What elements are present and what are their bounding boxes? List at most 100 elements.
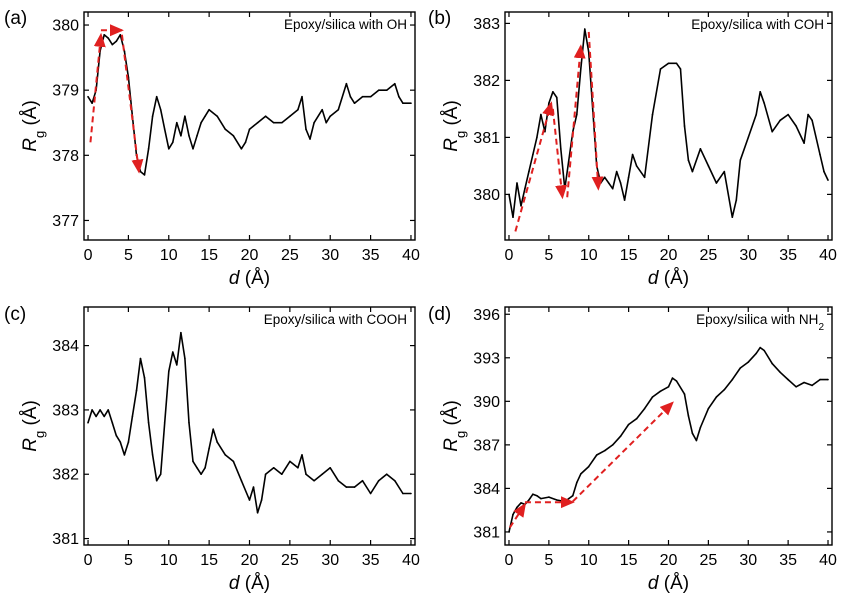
- data-point: [111, 43, 114, 46]
- data-point: [224, 128, 227, 131]
- y-tick-label: 384: [473, 481, 500, 498]
- data-point: [560, 148, 562, 150]
- series-line: [87, 34, 411, 176]
- data-point: [576, 481, 578, 484]
- data-point: [252, 486, 255, 488]
- data-point: [675, 62, 678, 65]
- data-point: [556, 96, 558, 99]
- data-point: [103, 415, 105, 418]
- data-point: [196, 135, 198, 137]
- data-point: [204, 115, 206, 117]
- data-point: [402, 492, 404, 495]
- data-point: [321, 473, 324, 476]
- x-tick-label: 5: [124, 247, 133, 264]
- data-point: [599, 182, 602, 184]
- data-point: [823, 170, 825, 173]
- x-tick-label: 10: [580, 552, 598, 569]
- data-point: [524, 187, 526, 190]
- series-line: [508, 28, 829, 218]
- data-point: [803, 142, 805, 144]
- data-point: [172, 351, 174, 353]
- red-dashed-arrow: [514, 101, 554, 232]
- x-tick-label: 40: [819, 552, 837, 569]
- y-tick-label: 381: [52, 531, 79, 548]
- x-tick-label: 35: [362, 247, 380, 264]
- data-point: [739, 367, 742, 369]
- data-point: [615, 170, 618, 173]
- data-point: [248, 499, 251, 501]
- data-point: [232, 135, 235, 137]
- data-point: [240, 148, 243, 150]
- x-tick-label: 5: [124, 552, 133, 569]
- data-point: [735, 199, 738, 201]
- x-tick-label: 35: [779, 247, 797, 264]
- data-point: [163, 128, 166, 131]
- data-point: [707, 165, 710, 167]
- series-line: [508, 346, 828, 533]
- data-point: [516, 506, 518, 509]
- data-point: [325, 121, 328, 124]
- data-point: [305, 473, 307, 476]
- data-point: [568, 159, 570, 161]
- y-tick-label: 379: [52, 83, 79, 100]
- data-point: [739, 159, 742, 161]
- data-point: [192, 460, 194, 463]
- data-point: [532, 493, 534, 496]
- data-point: [180, 135, 182, 137]
- data-point: [192, 148, 194, 150]
- y-axis-label: Rg (Å): [20, 100, 47, 152]
- y-axis-label: Rg (Å): [441, 400, 468, 452]
- data-point: [548, 102, 550, 104]
- data-point: [707, 407, 710, 410]
- data-point: [771, 362, 773, 365]
- data-point: [337, 479, 340, 482]
- y-tick-label: 396: [473, 307, 500, 324]
- data-point: [548, 496, 550, 498]
- data-point: [95, 415, 97, 418]
- x-tick-label: 40: [402, 247, 420, 264]
- data-point: [131, 415, 134, 418]
- x-tick-label: 25: [281, 247, 299, 264]
- data-point: [385, 473, 388, 476]
- data-point: [369, 492, 372, 495]
- data-point: [184, 115, 186, 117]
- x-tick-label: 30: [739, 247, 757, 264]
- y-tick-label: 377: [52, 213, 79, 230]
- y-tick-label: 384: [52, 338, 79, 355]
- data-point: [313, 479, 315, 482]
- x-tick-label: 10: [160, 247, 178, 264]
- data-point: [747, 361, 750, 363]
- y-axis-label: Rg (Å): [20, 400, 47, 452]
- data-point: [87, 95, 89, 98]
- data-point: [123, 50, 126, 52]
- data-point: [345, 82, 348, 85]
- data-point: [576, 113, 578, 116]
- data-point: [240, 479, 243, 482]
- data-point: [723, 388, 726, 391]
- x-axis-label: d (Å): [229, 268, 270, 289]
- data-point: [305, 128, 307, 131]
- data-point: [272, 467, 275, 469]
- data-point: [659, 68, 662, 70]
- plot-frame: [83, 306, 416, 546]
- x-tick-label: 15: [620, 552, 638, 569]
- data-point: [651, 396, 654, 398]
- data-point: [603, 176, 606, 179]
- x-tick-label: 25: [281, 552, 299, 569]
- y-tick-label: 382: [52, 467, 79, 484]
- data-point: [611, 444, 614, 446]
- data-point: [394, 479, 396, 482]
- data-point: [591, 108, 594, 110]
- data-point: [811, 384, 813, 387]
- data-point: [394, 82, 396, 85]
- data-point: [819, 378, 821, 381]
- data-point: [643, 407, 646, 410]
- data-point: [787, 378, 789, 381]
- data-point: [827, 179, 829, 181]
- data-point: [321, 108, 324, 111]
- x-tick-label: 10: [160, 552, 178, 569]
- data-point: [313, 121, 315, 124]
- data-point: [353, 102, 356, 104]
- data-point: [795, 125, 797, 127]
